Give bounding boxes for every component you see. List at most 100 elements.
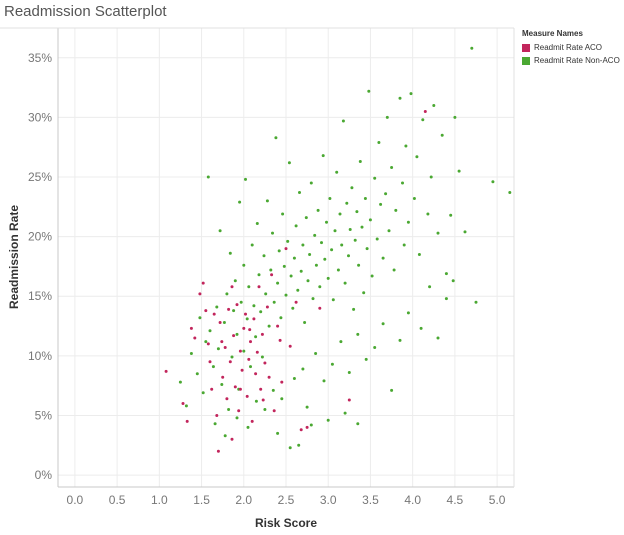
aco-point[interactable]	[206, 342, 210, 346]
non-aco-point[interactable]	[352, 307, 356, 311]
non-aco-point[interactable]	[277, 249, 281, 253]
non-aco-point[interactable]	[457, 169, 461, 173]
aco-point[interactable]	[210, 387, 214, 391]
non-aco-point[interactable]	[263, 408, 267, 411]
non-aco-point[interactable]	[368, 218, 372, 222]
non-aco-point[interactable]	[201, 391, 205, 395]
non-aco-point[interactable]	[260, 355, 264, 359]
non-aco-point[interactable]	[235, 416, 239, 420]
aco-point[interactable]	[225, 397, 229, 401]
non-aco-point[interactable]	[244, 177, 247, 181]
aco-point[interactable]	[254, 372, 258, 376]
non-aco-point[interactable]	[257, 273, 261, 277]
non-aco-point[interactable]	[222, 321, 226, 324]
non-aco-point[interactable]	[239, 300, 243, 304]
non-aco-point[interactable]	[415, 155, 419, 159]
aco-point[interactable]	[265, 305, 269, 309]
non-aco-point[interactable]	[367, 89, 371, 93]
aco-point[interactable]	[230, 285, 234, 289]
aco-point[interactable]	[193, 336, 197, 340]
aco-point[interactable]	[318, 306, 322, 310]
aco-point[interactable]	[423, 110, 427, 113]
aco-point[interactable]	[305, 425, 309, 429]
non-aco-point[interactable]	[325, 220, 328, 224]
non-aco-point[interactable]	[387, 229, 391, 233]
aco-point[interactable]	[204, 309, 208, 313]
aco-point[interactable]	[220, 340, 224, 344]
non-aco-point[interactable]	[308, 253, 312, 256]
non-aco-point[interactable]	[339, 340, 343, 344]
non-aco-point[interactable]	[398, 96, 402, 100]
non-aco-point[interactable]	[247, 285, 251, 289]
non-aco-point[interactable]	[355, 210, 359, 214]
aco-point[interactable]	[227, 307, 231, 311]
non-aco-point[interactable]	[265, 199, 269, 203]
non-aco-point[interactable]	[331, 298, 335, 302]
non-aco-point[interactable]	[453, 115, 457, 119]
aco-point[interactable]	[255, 350, 259, 354]
aco-point[interactable]	[278, 338, 282, 342]
aco-point[interactable]	[185, 419, 189, 423]
non-aco-point[interactable]	[280, 397, 284, 401]
non-aco-point[interactable]	[267, 324, 271, 328]
non-aco-point[interactable]	[377, 141, 381, 144]
non-aco-point[interactable]	[353, 238, 357, 242]
aco-point[interactable]	[221, 375, 225, 379]
legend-item-non-aco[interactable]: Readmit Rate Non-ACO	[522, 54, 620, 67]
non-aco-point[interactable]	[392, 268, 396, 272]
non-aco-point[interactable]	[436, 231, 440, 235]
aco-point[interactable]	[212, 312, 216, 316]
aco-point[interactable]	[250, 419, 254, 423]
non-aco-point[interactable]	[269, 268, 273, 272]
non-aco-point[interactable]	[299, 269, 303, 273]
non-aco-point[interactable]	[252, 304, 256, 308]
non-aco-point[interactable]	[426, 212, 430, 216]
non-aco-point[interactable]	[491, 180, 495, 184]
aco-point[interactable]	[238, 387, 242, 391]
non-aco-point[interactable]	[282, 264, 286, 268]
non-aco-point[interactable]	[358, 160, 362, 163]
non-aco-point[interactable]	[228, 251, 232, 255]
non-aco-point[interactable]	[385, 115, 389, 119]
non-aco-point[interactable]	[440, 133, 444, 137]
non-aco-point[interactable]	[313, 233, 317, 237]
aco-point[interactable]	[232, 334, 236, 338]
non-aco-point[interactable]	[303, 321, 307, 324]
non-aco-point[interactable]	[242, 263, 246, 267]
non-aco-point[interactable]	[417, 253, 421, 256]
aco-point[interactable]	[284, 247, 288, 251]
non-aco-point[interactable]	[184, 404, 188, 408]
non-aco-point[interactable]	[198, 316, 202, 320]
aco-point[interactable]	[288, 344, 292, 348]
non-aco-point[interactable]	[444, 297, 448, 301]
non-aco-point[interactable]	[444, 272, 448, 276]
non-aco-point[interactable]	[379, 202, 383, 206]
non-aco-point[interactable]	[356, 422, 360, 426]
non-aco-point[interactable]	[178, 380, 182, 384]
non-aco-point[interactable]	[250, 243, 254, 247]
non-aco-point[interactable]	[189, 352, 193, 355]
non-aco-point[interactable]	[204, 340, 208, 344]
non-aco-point[interactable]	[436, 336, 440, 340]
non-aco-point[interactable]	[406, 220, 410, 224]
non-aco-point[interactable]	[249, 365, 252, 369]
non-aco-point[interactable]	[345, 201, 349, 205]
non-aco-point[interactable]	[292, 256, 296, 260]
non-aco-point[interactable]	[409, 92, 413, 96]
non-aco-point[interactable]	[470, 46, 474, 50]
non-aco-point[interactable]	[255, 222, 259, 225]
non-aco-point[interactable]	[365, 247, 369, 251]
non-aco-point[interactable]	[276, 281, 280, 285]
aco-point[interactable]	[238, 349, 242, 353]
non-aco-point[interactable]	[323, 257, 327, 261]
non-aco-point[interactable]	[326, 276, 330, 280]
aco-point[interactable]	[201, 281, 205, 285]
aco-point[interactable]	[257, 285, 261, 289]
non-aco-point[interactable]	[238, 200, 242, 204]
non-aco-point[interactable]	[305, 405, 309, 409]
non-aco-point[interactable]	[328, 197, 332, 200]
non-aco-point[interactable]	[314, 352, 318, 355]
aco-point[interactable]	[215, 414, 219, 417]
non-aco-point[interactable]	[373, 176, 377, 180]
